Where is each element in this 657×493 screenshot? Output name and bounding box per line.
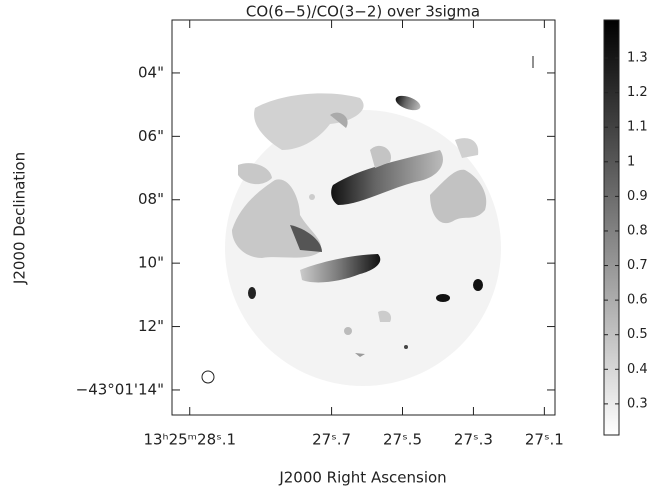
beam	[201, 370, 215, 384]
y-tick-label: 04"	[138, 63, 164, 81]
y-axis-label: J2000 Declination	[11, 152, 29, 285]
x-tick-label: 27ˢ.3	[454, 431, 493, 449]
colorbar-tick-label: 1	[627, 154, 635, 169]
chart-title: CO(6−5)/CO(3−2) over 3sigma	[246, 3, 480, 21]
y-tick-label: 10"	[138, 254, 164, 272]
image	[225, 93, 501, 386]
y-tick-label: 08"	[138, 190, 164, 208]
colorbar-tick-label: 1.2	[627, 85, 648, 100]
colorbar-tick-label: 1.3	[627, 51, 648, 66]
x-tick-label: 27ˢ.1	[525, 431, 564, 449]
colorbar-tick-label: 0.4	[627, 362, 648, 377]
colorbar-tick-label: 0.6	[627, 293, 648, 308]
y-tick-label: 06"	[138, 127, 164, 145]
x-tick-label: 27ˢ.5	[383, 431, 422, 449]
y-tick-label: −43°01'14"	[76, 380, 164, 398]
colorbar-tick-label: 0.3	[627, 396, 648, 411]
x-axis-label: J2000 Right Ascension	[278, 469, 446, 487]
colorbar-tick-label: 0.7	[627, 258, 648, 273]
colorbar	[603, 19, 620, 436]
x-tick-label: 27ˢ.7	[312, 431, 351, 449]
plot-frame	[171, 19, 556, 416]
colorbar-tick-label: 0.5	[627, 327, 648, 342]
colorbar-tick-label: 0.9	[627, 189, 648, 204]
y-tick-label: 12"	[138, 317, 164, 335]
x-tick-label: 13ʰ25ᵐ28ˢ.1	[143, 431, 236, 449]
colorbar-tick-label: 1.1	[627, 120, 648, 135]
colorbar-tick-label: 0.8	[627, 223, 648, 238]
